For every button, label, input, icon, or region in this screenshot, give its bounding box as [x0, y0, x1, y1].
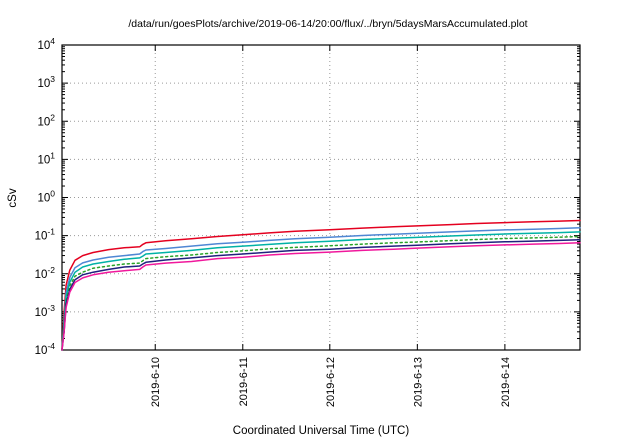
series-blue-line [61, 227, 581, 351]
y-tick-label: 102 [37, 112, 55, 128]
y-tick-label: 10-3 [35, 303, 56, 319]
x-tick-label: 2019-6-14 [500, 357, 512, 407]
y-tick-label: 10-1 [35, 227, 56, 243]
y-tick-label: 103 [37, 74, 55, 90]
series-red-line [61, 219, 581, 351]
chart-title: /data/run/goesPlots/archive/2019-06-14/2… [128, 18, 527, 30]
series-navy-line [61, 238, 581, 351]
x-axis-label: Coordinated Universal Time (UTC) [233, 425, 410, 437]
y-axis-label: cSv [7, 188, 19, 207]
y-tick-label: 104 [37, 36, 55, 52]
y-tick-label: 101 [37, 150, 55, 166]
x-tick-label: 2019-6-10 [150, 357, 162, 407]
series-green-line [61, 235, 581, 351]
plot-border [61, 44, 581, 351]
x-tick-label: 2019-6-13 [412, 357, 424, 407]
series-teal-line [61, 231, 581, 351]
y-tick-label: 10-2 [35, 265, 56, 281]
y-tick-label: 100 [37, 189, 55, 205]
x-tick-label: 2019-6-12 [325, 357, 337, 407]
plot-area: 104 103 102 101 100 10-1 10-2 10-3 10-4 2019-6-10… [35, 36, 581, 407]
series-magenta-line [61, 242, 581, 351]
y-tick-label: 10-4 [35, 341, 56, 357]
x-tick-label: 2019-6-11 [238, 357, 250, 406]
